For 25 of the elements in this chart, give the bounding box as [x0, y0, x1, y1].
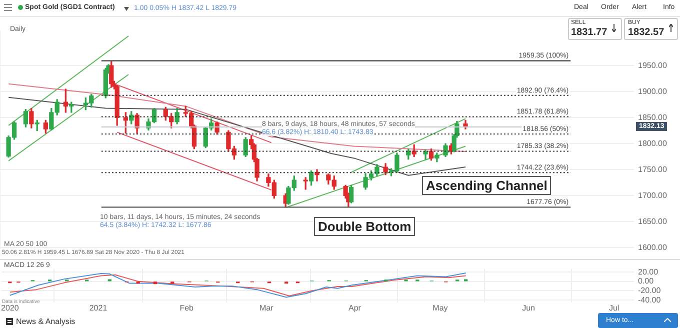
x-tick-label: Mar — [259, 303, 274, 312]
annotation: 1832.57 — [628, 27, 664, 38]
y-tick-label: 1600.00 — [638, 242, 668, 252]
x-tick-label: Feb — [180, 303, 194, 312]
annotation: Ascending Channel — [422, 176, 552, 195]
y-tick-label: -40.00 — [638, 295, 662, 304]
y-tick-label: 1800.00 — [638, 138, 668, 148]
text: News & Analysis — [16, 317, 76, 326]
y-tick-label: 0.00 — [638, 276, 654, 286]
x-tick-label: 2021 — [89, 303, 108, 312]
y-tick-label: -20.00 — [638, 286, 662, 295]
x-tick-label: Jul — [608, 303, 620, 312]
y-tick-label: 1900.00 — [638, 86, 668, 96]
y-tick-label: 1700.00 — [638, 190, 668, 200]
x-tick-label: Jun — [522, 303, 536, 312]
x-tick-label: Apr — [348, 303, 362, 312]
x-tick-label: May — [432, 303, 448, 312]
y-tick-label: 20.00 — [638, 267, 659, 276]
annotation: Double Bottom — [314, 217, 416, 236]
x-tick-label: 2020 — [1, 303, 20, 312]
y-tick-label: 1650.00 — [638, 216, 668, 226]
y-tick-label: 1850.00 — [638, 112, 668, 122]
annotation: 1831.77 — [571, 27, 608, 38]
y-tick-label: 1950.00 — [638, 60, 668, 70]
y-tick-label: 1750.00 — [638, 164, 668, 174]
